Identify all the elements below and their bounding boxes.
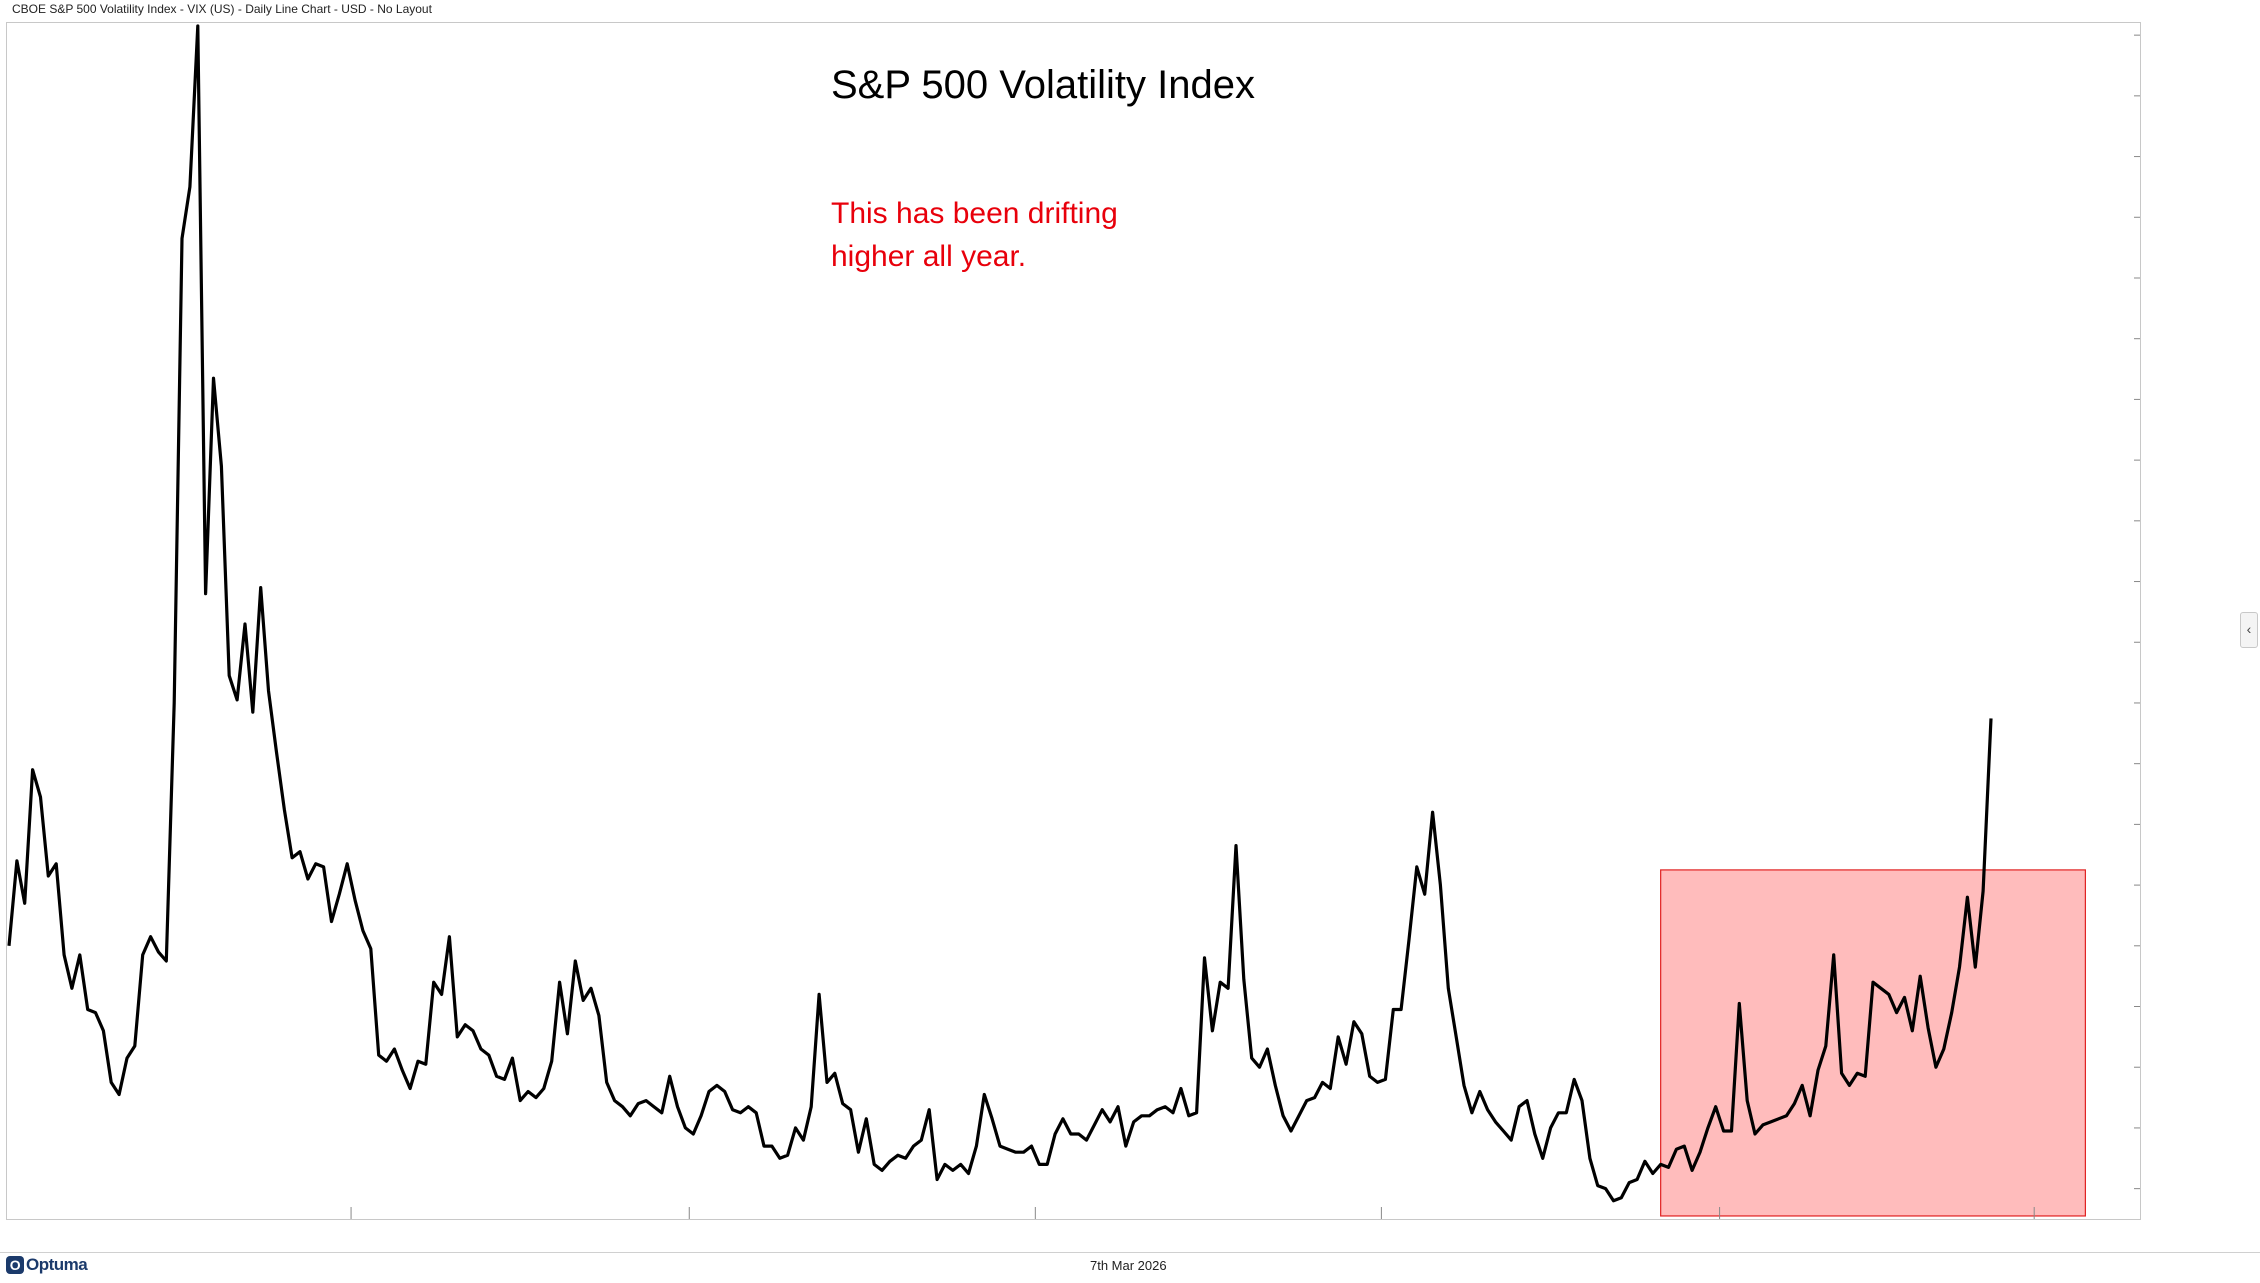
collapse-panel-chevron-icon[interactable]: ‹: [2240, 612, 2258, 648]
footer-date: 7th Mar 2026: [1090, 1258, 1167, 1273]
highlight-box: [1660, 869, 2086, 1217]
chart-annotation-line-2: higher all year.: [831, 240, 1026, 273]
optuma-logo-text: Optuma: [26, 1255, 88, 1274]
vix-series-line: [7, 24, 1993, 1203]
vix-line-chart: 14.0016.0018.0020.0022.0024.0026.0028.00…: [7, 24, 2140, 1219]
chart-header-caption: CBOE S&P 500 Volatility Index - VIX (US)…: [12, 2, 432, 16]
optuma-logo: O Optuma: [6, 1254, 88, 1276]
chart-annotation-line-1: This has been drifting: [831, 197, 1118, 230]
chart-area: 14.0016.0018.0020.0022.0024.0026.0028.00…: [6, 22, 2141, 1220]
chart-title: S&P 500 Volatility Index: [831, 63, 1255, 107]
status-bar: [0, 1252, 2260, 1283]
optuma-logo-mark-icon: O: [6, 1256, 24, 1274]
